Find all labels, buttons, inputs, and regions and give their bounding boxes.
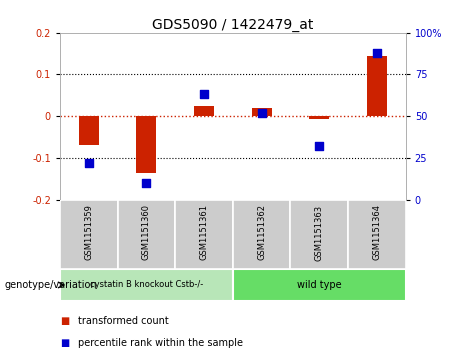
Bar [233, 200, 290, 269]
Bar [233, 269, 406, 301]
Text: transformed count: transformed count [78, 316, 169, 326]
Text: GSM1151364: GSM1151364 [372, 204, 381, 261]
Text: GSM1151362: GSM1151362 [257, 204, 266, 261]
Text: ■: ■ [60, 316, 69, 326]
Bar [136, 116, 156, 172]
Point [142, 180, 150, 186]
Text: GSM1151363: GSM1151363 [315, 204, 324, 261]
Text: wild type: wild type [297, 280, 342, 290]
Point [373, 50, 381, 56]
Point [85, 160, 92, 166]
Bar [252, 108, 272, 116]
Bar [194, 106, 214, 116]
Bar [309, 116, 329, 119]
Text: genotype/variation: genotype/variation [5, 280, 97, 290]
Bar [175, 200, 233, 269]
Bar [348, 200, 406, 269]
Text: GSM1151359: GSM1151359 [84, 204, 93, 260]
Bar [290, 200, 348, 269]
Text: cystatin B knockout Cstb-/-: cystatin B knockout Cstb-/- [90, 281, 203, 289]
Text: ■: ■ [60, 338, 69, 348]
Bar [79, 116, 99, 144]
Bar [118, 200, 175, 269]
Bar [60, 200, 118, 269]
Point [315, 143, 323, 149]
Text: GSM1151361: GSM1151361 [200, 204, 208, 261]
Text: GSM1151360: GSM1151360 [142, 204, 151, 261]
Text: percentile rank within the sample: percentile rank within the sample [78, 338, 243, 348]
Title: GDS5090 / 1422479_at: GDS5090 / 1422479_at [152, 18, 313, 32]
Point [258, 110, 266, 116]
Bar [367, 56, 387, 116]
Bar [60, 269, 233, 301]
Point [200, 91, 207, 97]
